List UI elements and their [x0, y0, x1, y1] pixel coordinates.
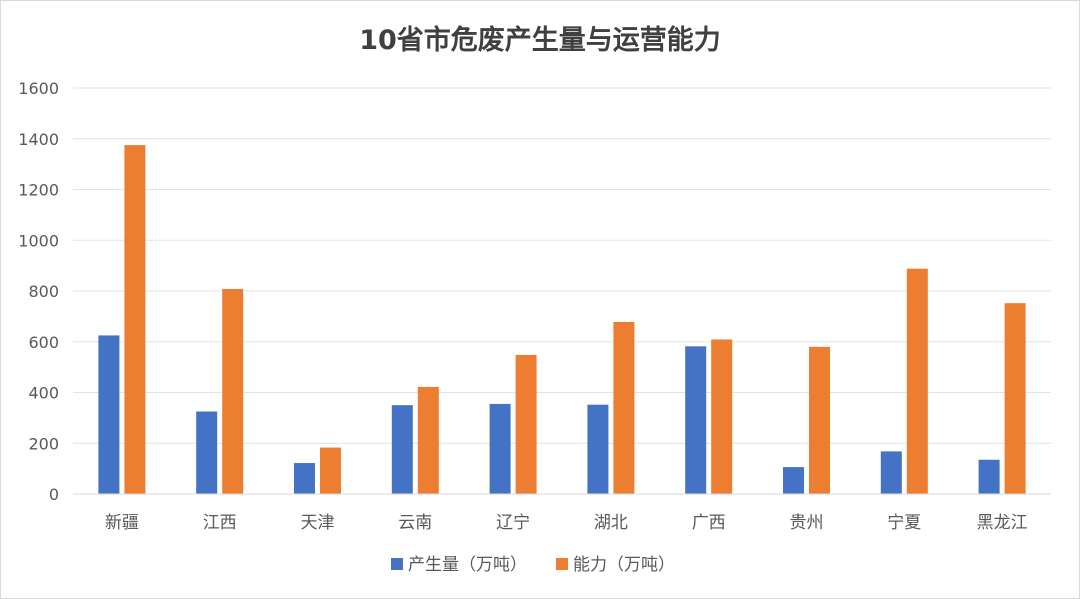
- bar-output: [489, 403, 511, 494]
- x-category-label: 辽宁: [496, 513, 530, 533]
- y-tick-label: 1600: [18, 79, 59, 98]
- legend-label: 产生量（万吨）: [408, 555, 527, 575]
- bar-output: [783, 467, 804, 494]
- x-axis-categories: 新疆 江西 天津 云南 辽宁 湖北 广西 贵州 宁夏 黑龙江: [105, 513, 1028, 533]
- bar-capacity: [417, 386, 439, 494]
- bar-output: [685, 346, 707, 494]
- bar-output: [98, 335, 120, 494]
- y-tick-label: 0: [49, 485, 59, 504]
- x-category-label: 云南: [398, 513, 432, 533]
- legend: 产生量（万吨） 能力（万吨）: [391, 555, 675, 575]
- y-tick-label: 800: [28, 282, 59, 301]
- y-axis-ticks: 0 200 400 600 800 1000 1200 1400 1600: [18, 79, 59, 504]
- bar-capacity: [222, 288, 244, 494]
- bars: [98, 145, 1026, 494]
- bar-output: [587, 404, 609, 494]
- bar-capacity: [1004, 303, 1026, 494]
- x-category-label: 黑龙江: [977, 513, 1028, 533]
- y-tick-label: 1400: [18, 130, 59, 149]
- bar-capacity: [906, 268, 928, 494]
- x-category-label: 广西: [692, 513, 726, 533]
- bar-output: [196, 411, 218, 494]
- bar-output: [880, 451, 902, 494]
- bar-capacity: [320, 447, 341, 494]
- x-category-label: 贵州: [790, 513, 824, 533]
- x-category-label: 新疆: [105, 513, 139, 533]
- bar-capacity: [711, 339, 733, 494]
- gridlines: [73, 87, 1051, 444]
- x-category-label: 江西: [203, 513, 237, 533]
- y-tick-label: 1000: [18, 231, 59, 250]
- y-tick-label: 600: [28, 333, 59, 352]
- bar-capacity: [124, 145, 146, 494]
- y-tick-label: 200: [28, 434, 59, 453]
- bar-output: [294, 463, 315, 494]
- legend-label: 能力（万吨）: [573, 555, 675, 575]
- chart-title: 10省市危废产生量与运营能力: [359, 24, 721, 56]
- y-tick-label: 1200: [18, 181, 59, 200]
- bar-output: [978, 459, 1000, 494]
- legend-swatch: [391, 558, 403, 570]
- y-tick-label: 400: [28, 384, 59, 403]
- x-category-label: 湖北: [594, 513, 628, 533]
- bar-capacity: [809, 346, 830, 494]
- x-category-label: 宁夏: [887, 513, 921, 533]
- bar-capacity: [515, 354, 537, 494]
- legend-swatch: [556, 558, 568, 570]
- x-category-label: 天津: [301, 513, 335, 533]
- bar-output: [391, 405, 413, 494]
- bar-capacity: [613, 321, 635, 494]
